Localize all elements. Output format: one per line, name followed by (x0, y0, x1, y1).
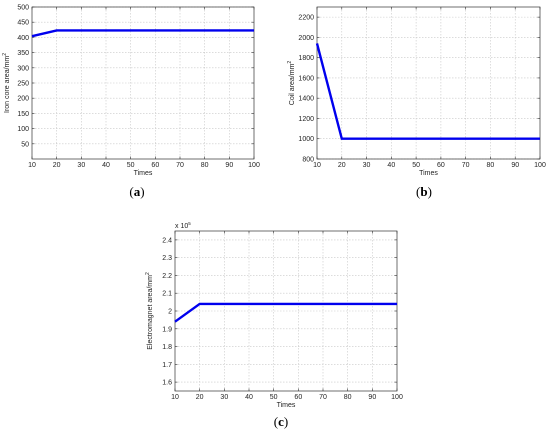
x-tick-label: 20 (196, 394, 204, 401)
plot-area (317, 7, 540, 159)
y-tick-label: 2.3 (162, 255, 172, 262)
x-tick-label: 80 (487, 162, 495, 169)
y-axis-label-sup: 2 (145, 272, 151, 275)
axis-exponent-label: x 105 (175, 221, 191, 230)
caption-open-paren: ( (416, 184, 420, 199)
plot-frame (316, 6, 541, 160)
y-axis-label: Coil area/mm2 (287, 61, 296, 106)
y-tick-label: 100 (17, 126, 29, 133)
series-line (315, 43, 540, 140)
x-axis-label: Times (134, 170, 153, 177)
caption-open-paren: ( (274, 414, 278, 429)
x-tick-label: 30 (77, 162, 85, 169)
y-tick-label: 1.8 (162, 344, 172, 351)
x-tick-label: 90 (511, 162, 519, 169)
chart-panel-c: 10 20 30 40 50 60 70 80 90 100 1.6 1.7 1.8 1.9 2 2.1 2.2… (145, 221, 403, 429)
y-tick-label: 450 (17, 20, 29, 27)
x-tick-label: 100 (248, 162, 260, 169)
y-tick-label: 150 (17, 111, 29, 118)
x-tick-label: 10 (313, 162, 321, 169)
caption-close-paren: ) (284, 414, 288, 429)
x-tick-label: 50 (270, 394, 278, 401)
x-tick-label: 10 (28, 162, 36, 169)
y-tick-label: 300 (17, 65, 29, 72)
x-tick-label: 100 (391, 394, 403, 401)
axis-exponent-sup: 5 (188, 221, 191, 226)
x-tick-label: 10 (171, 394, 179, 401)
chart-panel-b: 10 20 30 40 50 60 70 80 90 100 800 1000 1200 1400 1600… (287, 6, 546, 199)
x-tick-label: 60 (294, 394, 302, 401)
x-tick-label: 30 (220, 394, 228, 401)
y-axis-label-text: Coil area/mm (289, 63, 296, 105)
x-tick-label: 70 (176, 162, 184, 169)
x-tick-label: 90 (368, 394, 376, 401)
x-axis-label: Times (419, 170, 438, 177)
y-tick-label: 2.4 (162, 237, 172, 244)
x-tick-label: 20 (53, 162, 61, 169)
x-tick-label: 70 (319, 394, 327, 401)
x-tick-label: 100 (534, 162, 546, 169)
caption-close-paren: ) (428, 184, 432, 199)
x-tick-label: 70 (462, 162, 470, 169)
chart-panel-a: 10 20 30 40 50 60 70 80 90 100 50 100 150 200 250 300 35… (2, 5, 260, 200)
x-tick-label: 30 (363, 162, 371, 169)
x-tick-label: 40 (245, 394, 253, 401)
y-axis-label-sup: 2 (287, 61, 293, 64)
y-tick-label: 50 (21, 141, 29, 148)
y-tick-label: 250 (17, 81, 29, 88)
y-tick-label: 350 (17, 50, 29, 57)
series-line (31, 29, 254, 38)
x-axis-label: Times (277, 402, 296, 409)
panel-caption: (b) (416, 184, 432, 199)
y-tick-label: 1200 (298, 116, 314, 123)
x-tick-label: 60 (151, 162, 159, 169)
x-tick-label: 80 (344, 394, 352, 401)
series-line (174, 302, 397, 323)
x-tick-label: 40 (102, 162, 110, 169)
y-tick-label: 1.7 (162, 362, 172, 369)
y-axis-label-text: Electromagnet area/mm (147, 275, 154, 350)
y-tick-label: 2200 (298, 15, 314, 22)
y-tick-label: 2.2 (162, 273, 172, 280)
y-tick-label: 400 (17, 35, 29, 42)
y-axis-label-sup: 2 (2, 53, 8, 56)
x-tick-label: 40 (387, 162, 395, 169)
y-tick-label: 1400 (298, 96, 314, 103)
y-axis-label-text: Iron core area/mm (4, 56, 11, 113)
y-tick-label: 2.1 (162, 291, 172, 298)
y-tick-label: 1.6 (162, 380, 172, 387)
panel-caption: (c) (274, 414, 288, 429)
y-tick-label: 2 (168, 309, 172, 316)
x-tick-label: 90 (225, 162, 233, 169)
y-tick-label: 500 (17, 5, 29, 12)
y-axis-label: Electromagnet area/mm2 (145, 272, 154, 350)
x-tick-label: 60 (437, 162, 445, 169)
axis-exponent-base: x 10 (175, 223, 188, 230)
x-tick-label: 20 (338, 162, 346, 169)
caption-open-paren: ( (129, 184, 133, 199)
y-tick-label: 2000 (298, 35, 314, 42)
y-tick-label: 800 (302, 157, 314, 164)
caption-letter: c (278, 414, 284, 429)
x-tick-label: 50 (412, 162, 420, 169)
panel-caption: (a) (129, 184, 144, 199)
y-tick-label: 1.9 (162, 326, 172, 333)
y-tick-label: 1600 (298, 75, 314, 82)
x-tick-label: 50 (127, 162, 135, 169)
caption-letter: a (134, 184, 141, 199)
x-tick-label: 80 (201, 162, 209, 169)
caption-close-paren: ) (140, 184, 144, 199)
y-tick-label: 200 (17, 96, 29, 103)
y-tick-label: 1800 (298, 55, 314, 62)
y-axis-label: Iron core area/mm2 (2, 53, 11, 113)
caption-letter: b (420, 184, 427, 199)
y-tick-label: 1000 (298, 136, 314, 143)
